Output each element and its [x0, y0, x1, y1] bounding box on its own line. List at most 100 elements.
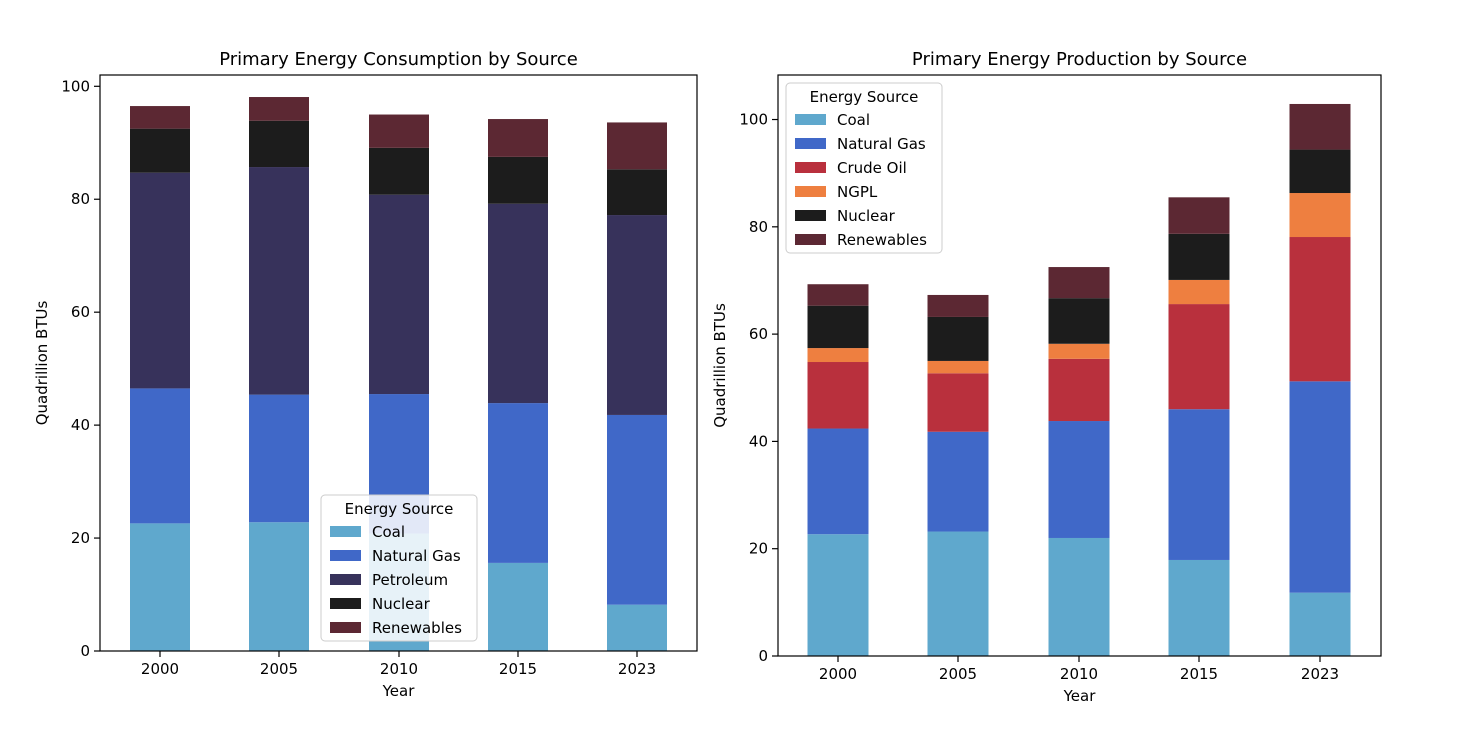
bar-crude-oil-2010: [1048, 358, 1110, 422]
y-tick-label: 80: [749, 218, 768, 236]
legend-label: Renewables: [372, 619, 462, 637]
bar-ngpl-2000: [807, 348, 869, 363]
bar-crude-oil-2000: [807, 362, 869, 429]
chart-panel-1: 0 20 40 60 80 100 2000 2005 2010 2015 2023 Primary …: [33, 49, 698, 700]
x-tick-label: 2023: [1301, 665, 1339, 683]
bar-natural-gas-2000: [807, 428, 869, 535]
bar-renewables-2005: [927, 294, 989, 317]
bar-coal-2010: [1048, 537, 1110, 656]
legend-swatch-nuclear: [795, 210, 826, 221]
bar-petroleum-2005: [249, 167, 309, 395]
bar-renewables-2000: [130, 106, 190, 129]
x-tick-label: 2005: [939, 665, 977, 683]
chart-title: Primary Energy Consumption by Source: [219, 49, 578, 70]
bar-natural-gas-2005: [249, 394, 309, 523]
chart-panel-2: 0 20 40 60 80 100 2000 2005 2010 2015 2023 Primary …: [711, 49, 1382, 705]
legend-title: Energy Source: [345, 500, 454, 518]
bar-renewables-2005: [249, 97, 309, 121]
bar-nuclear-2010: [369, 147, 429, 195]
legend-swatch-petroleum: [330, 574, 361, 585]
bar-renewables-2015: [1168, 197, 1230, 234]
y-tick-label: 100: [739, 111, 768, 129]
bar-renewables-2023: [607, 122, 667, 170]
legend-label: Renewables: [837, 231, 927, 249]
bar-natural-gas-2000: [130, 388, 190, 524]
bar-ngpl-2023: [1289, 193, 1351, 238]
legend-label: Petroleum: [372, 571, 448, 589]
legend-swatch-renewables: [330, 622, 361, 633]
bar-crude-oil-2023: [1289, 237, 1351, 382]
bar-petroleum-2015: [488, 203, 548, 404]
x-axis-label: Year: [382, 682, 416, 700]
x-tick-label: 2023: [618, 660, 656, 678]
bar-nuclear-2000: [807, 305, 869, 349]
legend-label: Natural Gas: [372, 547, 461, 565]
bar-renewables-2010: [369, 114, 429, 148]
y-tick-label: 0: [758, 647, 768, 665]
bar-renewables-2000: [807, 284, 869, 306]
x-tick-label: 2015: [499, 660, 537, 678]
legend-label: Coal: [837, 111, 870, 129]
y-axis-label: Quadrillion BTUs: [711, 303, 729, 428]
y-tick-label: 20: [71, 529, 90, 547]
bar-natural-gas-2023: [1289, 381, 1351, 593]
bar-natural-gas-2015: [1168, 409, 1230, 560]
bar-renewables-2023: [1289, 103, 1351, 150]
legend-label: Crude Oil: [837, 159, 907, 177]
bar-nuclear-2023: [607, 169, 667, 216]
bar-nuclear-2000: [130, 128, 190, 173]
y-axis-label: Quadrillion BTUs: [33, 301, 51, 426]
bar-coal-2005: [927, 531, 989, 656]
legend-swatch-nuclear: [330, 598, 361, 609]
bar-natural-gas-2010: [1048, 421, 1110, 538]
x-tick-label: 2005: [260, 660, 298, 678]
bar-petroleum-2010: [369, 194, 429, 395]
legend-label: Nuclear: [372, 595, 431, 613]
y-tick-label: 60: [749, 325, 768, 343]
y-tick-label: 80: [71, 190, 90, 208]
legend-swatch-coal: [795, 114, 826, 125]
bar-nuclear-2015: [488, 156, 548, 204]
bar-ngpl-2015: [1168, 279, 1230, 305]
bar-renewables-2015: [488, 119, 548, 157]
bar-ngpl-2010: [1048, 343, 1110, 359]
bar-renewables-2010: [1048, 267, 1110, 299]
bar-coal-2000: [130, 523, 190, 651]
x-tick-label: 2010: [380, 660, 418, 678]
legend-label: Coal: [372, 523, 405, 541]
legend-title: Energy Source: [810, 88, 919, 106]
bar-coal-2015: [488, 562, 548, 651]
y-tick-label: 100: [61, 77, 90, 95]
legend-label: NGPL: [837, 183, 878, 201]
bar-coal-2023: [607, 604, 667, 651]
bar-petroleum-2023: [607, 215, 667, 415]
y-tick-label: 40: [749, 432, 768, 450]
legend-swatch-crude-oil: [795, 162, 826, 173]
legend: Energy Source Coal Natural Gas Crude Oil NGP…: [785, 82, 943, 254]
y-tick-label: 40: [71, 416, 90, 434]
legend-swatch-ngpl: [795, 186, 826, 197]
chart-title: Primary Energy Production by Source: [912, 49, 1247, 70]
y-tick-label: 60: [71, 303, 90, 321]
legend-label: Nuclear: [837, 207, 896, 225]
bar-nuclear-2005: [927, 316, 989, 361]
legend-swatch-natural-gas: [795, 138, 826, 149]
x-tick-label: 2000: [141, 660, 179, 678]
bar-natural-gas-2023: [607, 414, 667, 605]
bar-crude-oil-2005: [927, 373, 989, 432]
legend-swatch-renewables: [795, 234, 826, 245]
legend-swatch-coal: [330, 526, 361, 537]
bar-petroleum-2000: [130, 172, 190, 389]
bar-nuclear-2023: [1289, 149, 1351, 194]
bar-coal-2000: [807, 534, 869, 656]
x-tick-label: 2000: [819, 665, 857, 683]
y-tick-label: 0: [80, 642, 90, 660]
bar-coal-2015: [1168, 559, 1230, 656]
legend-label: Natural Gas: [837, 135, 926, 153]
legend: Energy Source Coal Natural Gas Petroleum Nuc…: [320, 494, 478, 642]
bar-nuclear-2010: [1048, 298, 1110, 344]
x-tick-label: 2010: [1060, 665, 1098, 683]
x-axis-label: Year: [1063, 687, 1097, 705]
bar-coal-2023: [1289, 592, 1351, 656]
bar-ngpl-2005: [927, 360, 989, 374]
